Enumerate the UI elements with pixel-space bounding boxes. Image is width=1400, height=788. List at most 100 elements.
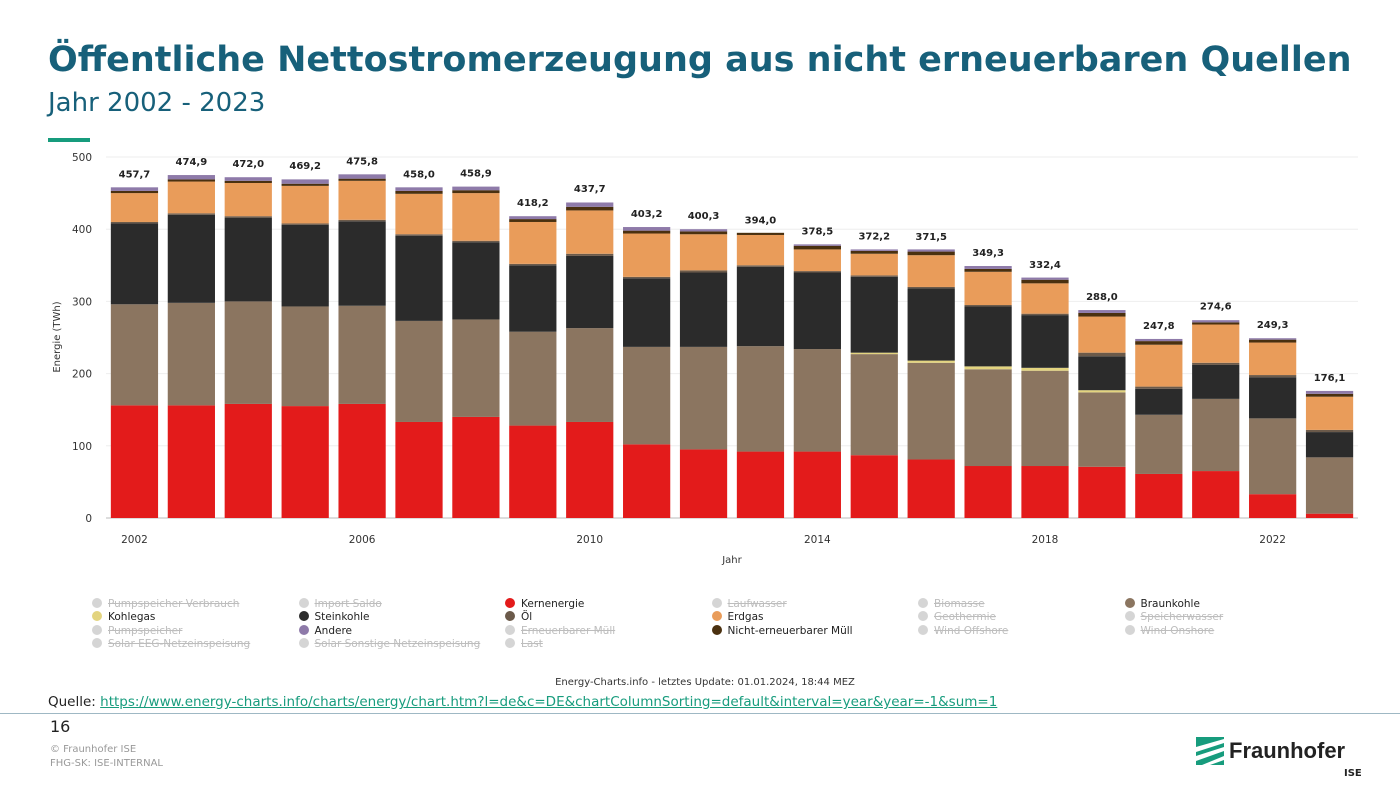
- bar-segment: [1249, 375, 1297, 378]
- bar-segment: [395, 421, 443, 518]
- bar-segment: [679, 234, 728, 271]
- bar-segment: [395, 234, 443, 236]
- bar-segment: [1249, 377, 1297, 419]
- bar-total-label: 400,3: [688, 211, 720, 222]
- legend-label: Biomasse: [934, 598, 985, 610]
- bar-segment: [338, 174, 386, 179]
- legend-label: Kernenergie: [521, 598, 585, 610]
- bar-segment: [566, 210, 614, 254]
- legend-item[interactable]: Pumpspeicher Verbrauch: [92, 598, 239, 611]
- bar-segment: [1021, 367, 1069, 371]
- bar-stack: [1021, 277, 1069, 518]
- bar-segment: [281, 183, 329, 186]
- legend-item[interactable]: Geothermie: [918, 611, 996, 624]
- legend-item[interactable]: Solar Sonstige Netzeinspeisung: [298, 637, 481, 651]
- legend-item[interactable]: Erdgas: [711, 611, 764, 624]
- copyright-text: © Fraunhofer ISE: [50, 744, 137, 755]
- bar-segment: [964, 466, 1012, 518]
- bar-segment: [623, 230, 671, 234]
- legend-item[interactable]: Wind Offshore: [918, 624, 1008, 638]
- legend-label: Pumpspeicher Verbrauch: [108, 598, 240, 610]
- legend-item[interactable]: Import Saldo: [298, 598, 382, 611]
- legend-item[interactable]: Braunkohle: [1124, 598, 1200, 611]
- bar-stack: [395, 187, 443, 518]
- bar-segment: [509, 219, 557, 222]
- bar-segment: [452, 416, 500, 518]
- legend-item[interactable]: Kernenergie: [505, 598, 584, 611]
- bar-segment: [1305, 457, 1354, 514]
- y-axis-label: Energie (TWh): [52, 301, 63, 372]
- bar-segment: [452, 240, 500, 243]
- stacked-bar-chart: 0 100 200 300 400 500 457,7 474,9 472,0 469,2 475…: [52, 152, 1358, 566]
- bar-stack: [1135, 338, 1183, 518]
- bar-segment: [964, 305, 1012, 307]
- bar-segment: [1192, 364, 1240, 399]
- bar-segment: [964, 366, 1012, 370]
- bar-segment: [566, 202, 614, 207]
- legend-item[interactable]: Erneuerbarer Müll: [505, 624, 615, 638]
- bar-stack: [679, 229, 728, 518]
- bar-stack: [1192, 320, 1240, 518]
- bar-segment: [793, 244, 841, 246]
- source-line: Quelle: https://www.energy-charts.info/c…: [48, 694, 997, 710]
- legend-item[interactable]: Last: [505, 637, 543, 651]
- bar-segment: [679, 449, 728, 518]
- legend-label: Speicherwasser: [1140, 611, 1224, 624]
- legend-swatch: [1124, 624, 1135, 635]
- legend-item[interactable]: Nicht-erneuerbarer Müll: [711, 624, 853, 638]
- bar-segment: [907, 286, 955, 289]
- bar-stack: [281, 179, 329, 518]
- bar-segment: [224, 180, 272, 183]
- bar-segment: [1078, 390, 1126, 393]
- legend-swatch: [918, 624, 928, 635]
- legend-item[interactable]: Solar EEG-Netzeinspeisung: [92, 637, 250, 651]
- bar-total-label: 457,7: [119, 170, 151, 181]
- bar-segment: [907, 251, 955, 256]
- source-link[interactable]: https://www.energy-charts.info/charts/en…: [100, 694, 998, 710]
- bar-segment: [1249, 342, 1297, 376]
- legend-item[interactable]: Pumpspeicher: [92, 624, 182, 638]
- legend-item[interactable]: Speicherwasser: [1124, 611, 1224, 624]
- bar-total-label: 474,9: [176, 157, 208, 168]
- bar-segment: [395, 193, 443, 235]
- bar-total-label: 469,2: [289, 161, 321, 172]
- bar-segment: [110, 405, 159, 518]
- bar-segment: [509, 221, 557, 264]
- bar-segment: [850, 352, 898, 355]
- title-accent-bar: [48, 138, 90, 142]
- legend-item[interactable]: Andere: [298, 624, 352, 638]
- bar-segment: [110, 193, 159, 222]
- legend-item[interactable]: Kohlegas: [92, 611, 155, 624]
- bar-segment: [281, 224, 329, 307]
- bar-segment: [167, 179, 215, 182]
- bar-total-label: 472,0: [232, 159, 264, 170]
- bar-segment: [1135, 388, 1183, 415]
- bar-segment: [1305, 390, 1354, 394]
- bar-segment: [1078, 392, 1126, 467]
- legend-swatch: [1124, 598, 1135, 608]
- bar-segment: [793, 272, 841, 350]
- bar-segment: [395, 235, 443, 321]
- legend-item[interactable]: Öl: [505, 611, 532, 624]
- legend-item[interactable]: Laufwasser: [711, 598, 787, 611]
- bar-segment: [452, 186, 500, 191]
- bar-segment: [110, 187, 159, 191]
- legend-swatch: [711, 624, 722, 635]
- bar-segment: [338, 178, 386, 181]
- bar-stack: [167, 175, 215, 518]
- legend-label: Solar Sonstige Netzeinspeisung: [314, 637, 481, 650]
- bar-segment: [850, 250, 898, 254]
- bar-segment: [224, 301, 272, 404]
- bar-segment: [736, 234, 785, 266]
- legend-swatch: [298, 624, 309, 635]
- bar-stack: [964, 266, 1012, 518]
- legend-item[interactable]: Steinkohle: [298, 611, 369, 624]
- bar-segment: [736, 266, 785, 347]
- bar-segment: [1078, 310, 1126, 313]
- bar-segment: [1135, 341, 1183, 345]
- legend-item[interactable]: Wind Onshore: [1124, 624, 1214, 638]
- bar-segment: [1305, 432, 1354, 458]
- bar-total-label: 418,2: [517, 198, 549, 209]
- bar-segment: [338, 221, 386, 306]
- legend-item[interactable]: Biomasse: [918, 598, 985, 611]
